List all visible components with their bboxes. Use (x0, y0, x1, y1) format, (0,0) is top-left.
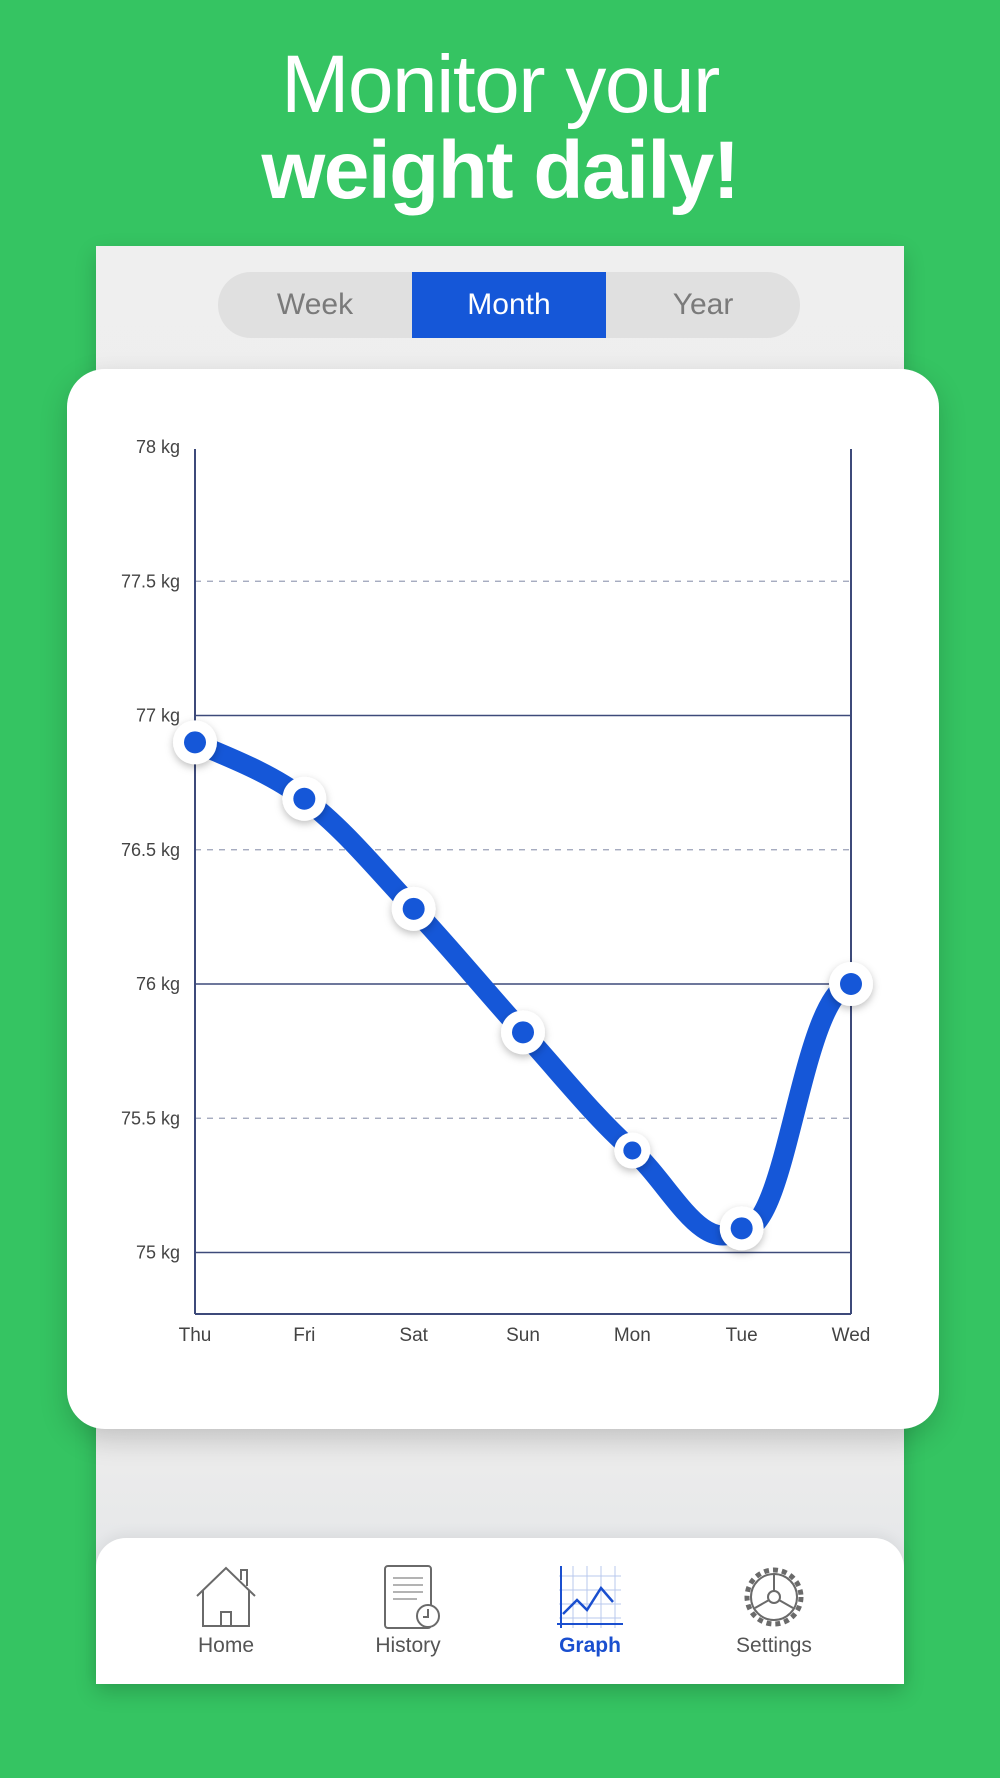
tab-home[interactable]: Home (136, 1538, 316, 1684)
y-tick-label: 77.5 kg (121, 571, 180, 591)
data-point (402, 897, 425, 920)
x-tick-label: Thu (179, 1325, 212, 1346)
range-year-tab[interactable]: Year (672, 288, 734, 321)
y-tick-label: 77 kg (136, 706, 180, 726)
data-point (730, 1217, 753, 1240)
x-tick-label: Mon (614, 1325, 651, 1346)
range-week-tab[interactable]: Week (276, 288, 354, 321)
settings-icon (744, 1567, 804, 1627)
tab-graph-label: Graph (559, 1634, 621, 1657)
tab-settings-label: Settings (736, 1634, 812, 1657)
y-tick-label: 75 kg (136, 1243, 180, 1263)
weight-line-chart: 78 kg 77.5 kg 77 kg 76.5 kg 76 kg 75.5 kg 75 k… (121, 437, 873, 1346)
headline: Monitor your weight daily! (0, 42, 1000, 214)
x-tick-label: Tue (726, 1325, 758, 1346)
history-icon (384, 1565, 440, 1629)
headline-line-1: Monitor your (281, 39, 720, 130)
range-month-tab[interactable]: Month (412, 272, 606, 338)
chart-card: 78 kg 77.5 kg 77 kg 76.5 kg 76 kg 75.5 kg 75 k… (67, 369, 939, 1429)
data-point (184, 731, 206, 754)
tab-graph[interactable]: Graph (500, 1538, 680, 1684)
range-selector: Week Month Year (218, 272, 800, 338)
home-icon (196, 1566, 256, 1627)
data-point (840, 973, 862, 995)
x-tick-label: Fri (293, 1325, 315, 1346)
y-tick-label: 76 kg (136, 974, 180, 994)
y-tick-label: 76.5 kg (121, 840, 180, 860)
x-tick-label: Sat (399, 1325, 428, 1346)
tab-home-label: Home (197, 1634, 255, 1657)
data-point (623, 1141, 642, 1160)
data-point (512, 1021, 534, 1044)
tab-settings[interactable]: Settings (684, 1538, 864, 1684)
bottom-tab-bar: Home History Graph (96, 1538, 904, 1684)
x-tick-label: Sun (506, 1325, 540, 1346)
tab-history-label: History (375, 1634, 441, 1657)
y-tick-label: 75.5 kg (121, 1108, 180, 1128)
x-tick-label: Wed (832, 1325, 871, 1346)
graph-icon (557, 1566, 623, 1628)
tab-history[interactable]: History (318, 1538, 498, 1684)
headline-line-2: weight daily! (261, 125, 740, 216)
y-tick-label: 78 kg (136, 437, 180, 457)
data-point (293, 787, 316, 810)
